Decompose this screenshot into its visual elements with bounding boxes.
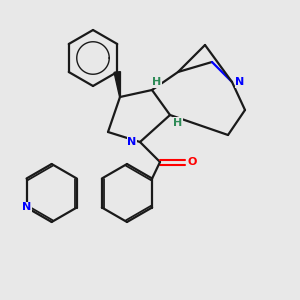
Text: N: N: [128, 137, 136, 147]
Text: N: N: [22, 202, 31, 212]
Text: O: O: [187, 157, 197, 167]
Text: H: H: [152, 77, 162, 87]
Text: H: H: [173, 118, 183, 128]
Polygon shape: [114, 72, 120, 97]
Text: N: N: [236, 77, 244, 87]
